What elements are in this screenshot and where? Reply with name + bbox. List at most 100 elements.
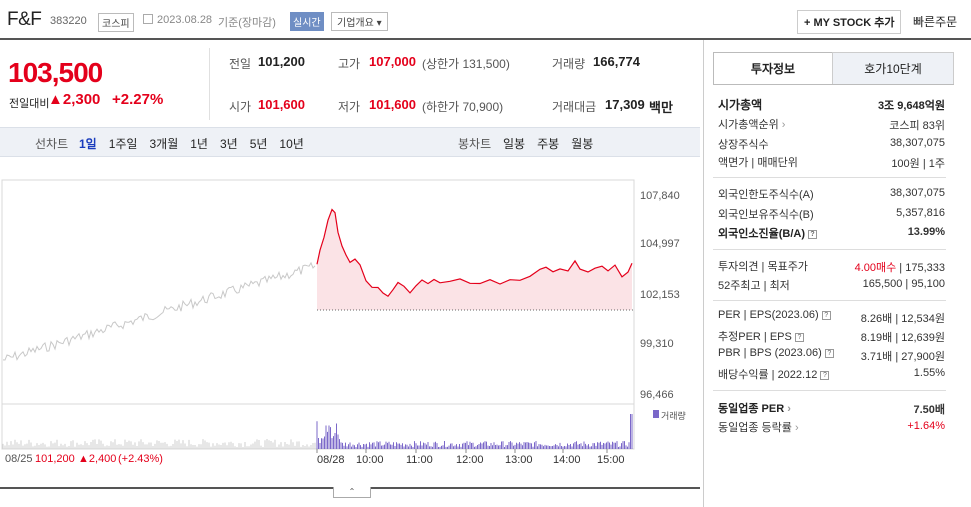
candle-period-list: 일봉 주봉 월봉 (503, 135, 593, 152)
tab-period-3[interactable]: 1년 (190, 137, 208, 151)
candle-chart-label: 봉차트 (458, 137, 492, 151)
tab-period-6[interactable]: 10년 (279, 137, 304, 151)
market-cap: 3조 9,648억원 (877, 100, 945, 112)
date-basis: 기준(장마감) (218, 17, 276, 29)
week52: 165,500 | 95,100 (862, 278, 945, 290)
open-label: 시가 (229, 100, 252, 114)
invest-info-panel (703, 40, 971, 507)
current-price: 103,500 (8, 57, 103, 88)
lower-limit: (하한가 70,900) (422, 100, 504, 114)
listed-shares: 38,307,075 (889, 137, 945, 149)
volume-label: 거래량 (552, 57, 586, 71)
foreign-ratio-label: 외국인소진율(B/A) ? (718, 225, 958, 241)
market-cap-label: 시가총액 (718, 98, 763, 112)
tab-candle-0[interactable]: 일봉 (503, 137, 526, 151)
tab-period-0[interactable]: 1일 (79, 137, 97, 151)
x-tick-label: 13:00 (505, 454, 533, 466)
face-value: 100원 | 1주 (891, 158, 945, 170)
today-line (316, 208, 633, 298)
upper-limit: (상한가 131,500) (422, 57, 510, 71)
opinion-values: 4.00매수 | 175,333 (854, 262, 945, 274)
chevron-right-icon: › (778, 119, 786, 131)
volume: 166,774 (593, 54, 640, 69)
help-icon[interactable]: ? (820, 370, 830, 380)
listed-shares-label: 상장주식수 (718, 139, 769, 151)
open-price: 101,600 (258, 97, 305, 112)
chevron-right-icon: › (784, 403, 791, 415)
face-value-label: 액면가 | 매매단위 (718, 157, 798, 169)
chevron-up-icon[interactable]: ⌃ (333, 487, 371, 498)
high-label: 고가 (338, 57, 361, 71)
divider (713, 177, 946, 178)
amount-label: 거래대금 (552, 100, 597, 114)
help-icon[interactable]: ? (808, 229, 818, 239)
add-mystock-button[interactable]: + MY STOCK 추가 (797, 10, 902, 34)
company-overview-dropdown[interactable]: 기업개요 ▾ (331, 12, 388, 31)
amount-unit: 백만 (649, 100, 673, 115)
tab-candle-1[interactable]: 주봉 (537, 137, 560, 151)
chevron-down-icon: ▾ (373, 18, 382, 29)
sector-rate: +1.64% (907, 420, 945, 432)
divider (713, 390, 946, 391)
x-tick-label: 08/28 (317, 454, 345, 466)
x-tick-label: 15:00 (597, 454, 625, 466)
y-tick-label: 102,153 (640, 289, 680, 301)
est-per: 8.19배 | 12,639원 (860, 332, 945, 344)
stock-header (0, 0, 971, 40)
volume-legend-swatch (653, 410, 659, 418)
prev-day-rate: (+2.43%) (118, 453, 163, 465)
x-tick-label: 11:00 (406, 454, 433, 466)
foreign-limit-label: 외국인한도주식수(A) (718, 189, 814, 201)
overview-label: 기업개요 (337, 18, 374, 29)
volume-legend: 거래량 (661, 411, 686, 421)
stock-code: 383220 (50, 15, 87, 27)
calendar-icon (143, 14, 153, 24)
y-tick-label: 96,466 (640, 389, 674, 401)
prev-close-label: 전일 (229, 57, 252, 71)
y-tick-label: 107,840 (640, 190, 680, 202)
foreign-hold-label: 외국인보유주식수(B) (718, 209, 814, 221)
x-tick-label: 10:00 (356, 454, 384, 466)
low-label: 저가 (338, 100, 361, 114)
market-badge: 코스피 (98, 13, 134, 32)
trade-amount: 17,309 (605, 97, 645, 112)
stock-name: F&F (7, 9, 42, 30)
low-price: 101,600 (369, 97, 416, 112)
divider (713, 249, 946, 250)
week52-label: 52주최고 | 최저 (718, 280, 790, 292)
chart-period-tabs (0, 127, 700, 157)
realtime-button[interactable]: 실시간 (290, 12, 324, 31)
pbr: 3.71배 | 27,900원 (860, 351, 945, 363)
per-label: PER | EPS(2023.06) ? (718, 309, 958, 321)
tab-invest-info[interactable]: 투자정보 (713, 52, 833, 85)
tab-period-4[interactable]: 3년 (219, 137, 238, 151)
diff-value: ▲2,300 (48, 91, 101, 108)
line-period-list: 1일 1주일 3개월 1년 3년 5년 10년 (79, 135, 304, 152)
opinion-label: 투자의견 | 목표주가 (718, 261, 808, 273)
help-icon[interactable]: ? (794, 332, 804, 342)
cap-rank-label: 시가총액순위 › (718, 119, 786, 131)
y-tick-label: 99,310 (640, 338, 674, 350)
trade-date: 2023.08.28 (157, 14, 213, 26)
foreign-hold: 5,357,816 (896, 207, 945, 219)
tab-period-5[interactable]: 5년 (249, 137, 268, 151)
up-arrow-icon: ▲ (78, 453, 89, 465)
sector-per: 7.50배 (913, 404, 945, 416)
price-chart[interactable]: 107,840 104,997 102,153 99,310 96,466 08/28 1… (0, 160, 700, 470)
tab-candle-2[interactable]: 월봉 (571, 137, 594, 151)
prev-day-line (2, 261, 316, 361)
prev-close: 101,200 (258, 54, 305, 69)
tab-period-1[interactable]: 1주일 (108, 137, 138, 151)
tab-order-book[interactable]: 호가10단계 (832, 52, 954, 85)
high-price: 107,000 (369, 54, 416, 69)
prev-day-date: 08/25 (5, 453, 33, 465)
dividend-label: 배당수익률 | 2022.12 ? (718, 366, 958, 382)
change-rate: +2.27% (112, 91, 164, 108)
prev-day-price: 101,200 (35, 453, 75, 465)
help-icon[interactable]: ? (821, 310, 831, 320)
help-icon[interactable]: ? (824, 348, 834, 358)
tab-period-2[interactable]: 3개월 (149, 137, 179, 151)
quick-order-link[interactable]: 빠른주문 (913, 15, 958, 29)
foreign-ratio: 13.99% (907, 226, 945, 238)
per: 8.26배 | 12,534원 (860, 313, 945, 325)
